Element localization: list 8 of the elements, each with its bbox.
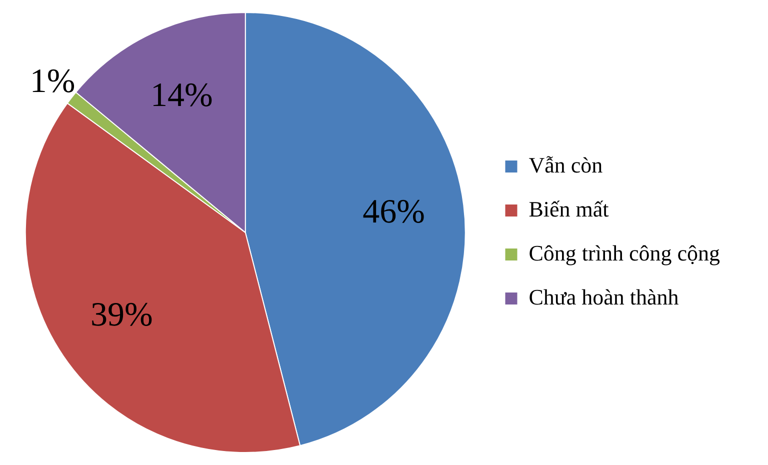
- legend-label: Công trình công cộng: [528, 240, 720, 266]
- legend-label: Biến mất: [528, 196, 609, 222]
- data-label: 46%: [362, 194, 425, 231]
- data-label: 14%: [150, 77, 213, 114]
- data-label: 39%: [90, 296, 153, 334]
- legend-label: Vẫn còn: [528, 152, 603, 178]
- data-label: 1%: [30, 62, 76, 100]
- legend-label: Chưa hoàn thành: [528, 284, 679, 310]
